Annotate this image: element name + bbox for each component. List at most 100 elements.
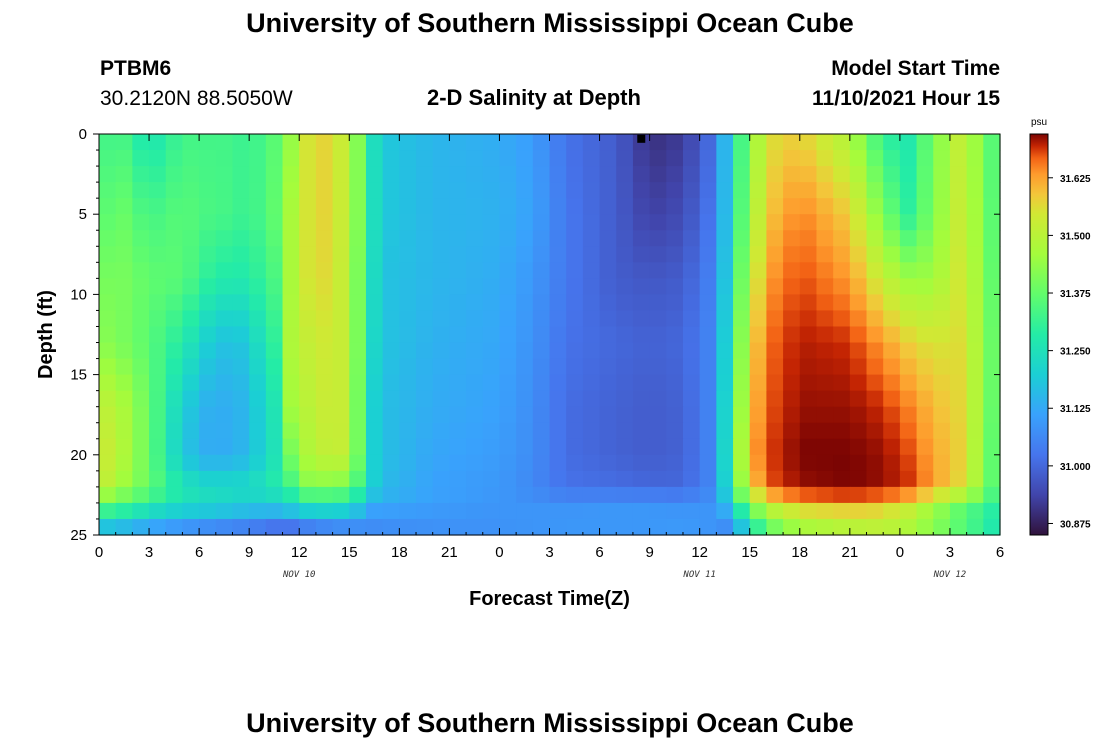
heatmap-cell: [883, 310, 901, 328]
heatmap-cell: [199, 166, 217, 183]
heatmap-cell: [582, 486, 601, 504]
heatmap-cell: [599, 470, 617, 488]
heatmap-cell: [182, 518, 200, 536]
heatmap-cell: [532, 230, 551, 247]
heatmap-cell: [399, 326, 417, 344]
heatmap-cell: [733, 198, 751, 215]
heatmap-cell: [799, 390, 818, 408]
heatmap-cell: [532, 406, 551, 424]
heatmap-cell: [299, 406, 317, 424]
heatmap-cell: [682, 246, 701, 263]
heatmap-cell: [549, 422, 567, 440]
heatmap-cell: [916, 214, 934, 231]
heatmap-cell: [883, 294, 901, 312]
heatmap-cell: [349, 150, 367, 167]
heatmap-cell: [299, 486, 317, 504]
heatmap-cell: [699, 198, 717, 215]
heatmap-cell: [466, 134, 484, 151]
heatmap-cell: [733, 294, 751, 312]
heatmap-cell: [149, 358, 167, 376]
heatmap-cell: [232, 230, 250, 247]
heatmap-cell: [916, 390, 934, 408]
heatmap-cell: [716, 278, 734, 295]
heatmap-cell: [399, 166, 417, 183]
heatmap-cell: [582, 406, 601, 424]
heatmap-cell: [599, 374, 617, 392]
heatmap-cell: [649, 150, 667, 167]
heatmap-cell: [382, 422, 400, 440]
heatmap-cell: [332, 486, 350, 504]
heatmap-cell: [899, 518, 918, 536]
heatmap-cell: [249, 182, 267, 199]
heatmap-cell: [132, 310, 150, 328]
heatmap-cell: [182, 182, 200, 199]
heatmap-cell: [949, 262, 968, 279]
heatmap-cell: [249, 294, 267, 312]
heatmap-cell: [799, 326, 818, 344]
heatmap-cell: [532, 326, 551, 344]
heatmap-cell: [766, 310, 784, 328]
heatmap-cell: [149, 422, 167, 440]
heatmap-cell: [916, 134, 934, 151]
heatmap-cell: [449, 454, 467, 472]
heatmap-cell: [149, 486, 167, 504]
heatmap-cell: [282, 262, 300, 279]
heatmap-cell: [132, 374, 150, 392]
heatmap-cell: [99, 166, 117, 183]
heatmap-cell: [766, 486, 784, 504]
heatmap-cell: [833, 278, 851, 295]
heatmap-cell: [699, 374, 717, 392]
heatmap-cell: [466, 198, 484, 215]
heatmap-cell: [332, 166, 350, 183]
heatmap-cell: [616, 278, 634, 295]
heatmap-cell: [265, 166, 284, 183]
heatmap-cell: [432, 246, 450, 263]
heatmap-cell: [265, 326, 284, 344]
heatmap-cell: [599, 358, 617, 376]
heatmap-cell: [215, 326, 234, 344]
heatmap-cell: [632, 358, 651, 376]
heatmap-cell: [315, 374, 334, 392]
heatmap-cell: [516, 294, 534, 312]
heatmap-cell: [899, 438, 918, 456]
heatmap-cell: [833, 150, 851, 167]
heatmap-cell: [766, 390, 784, 408]
heatmap-cell: [816, 470, 834, 488]
heatmap-cell: [983, 198, 1001, 215]
heatmap-cell: [866, 470, 884, 488]
heatmap-cell: [365, 486, 384, 504]
heatmap-cell: [833, 214, 851, 231]
heatmap-cell: [449, 166, 467, 183]
heatmap-cell: [516, 182, 534, 199]
heatmap-cell: [432, 518, 450, 536]
heatmap-cell: [716, 342, 734, 360]
heatmap-cell: [866, 310, 884, 328]
heatmap-cell: [365, 422, 384, 440]
heatmap-cell: [232, 294, 250, 312]
heatmap-cell: [599, 150, 617, 167]
heatmap-cell: [482, 422, 501, 440]
heatmap-cell: [816, 166, 834, 183]
station-name: PTBM6: [100, 57, 172, 80]
heatmap-cell: [766, 454, 784, 472]
heatmap-cell: [783, 470, 801, 488]
heatmap-cell: [399, 214, 417, 231]
heatmap-cell: [132, 326, 150, 344]
heatmap-cell: [416, 358, 434, 376]
heatmap-cell: [966, 246, 984, 263]
heatmap-cell: [632, 326, 651, 344]
heatmap-cell: [766, 326, 784, 344]
heatmap-cell: [249, 214, 267, 231]
heatmap-cell: [933, 518, 951, 536]
heatmap-cell: [499, 262, 517, 279]
heatmap-cell: [699, 422, 717, 440]
heatmap-cell: [883, 278, 901, 295]
heatmap-cell: [966, 294, 984, 312]
heatmap-cell: [132, 230, 150, 247]
heatmap-cell: [499, 214, 517, 231]
heatmap-cell: [899, 150, 918, 167]
heatmap-cell: [399, 374, 417, 392]
heatmap-cell: [249, 326, 267, 344]
heatmap-cell: [282, 326, 300, 344]
heatmap-cell: [449, 326, 467, 344]
